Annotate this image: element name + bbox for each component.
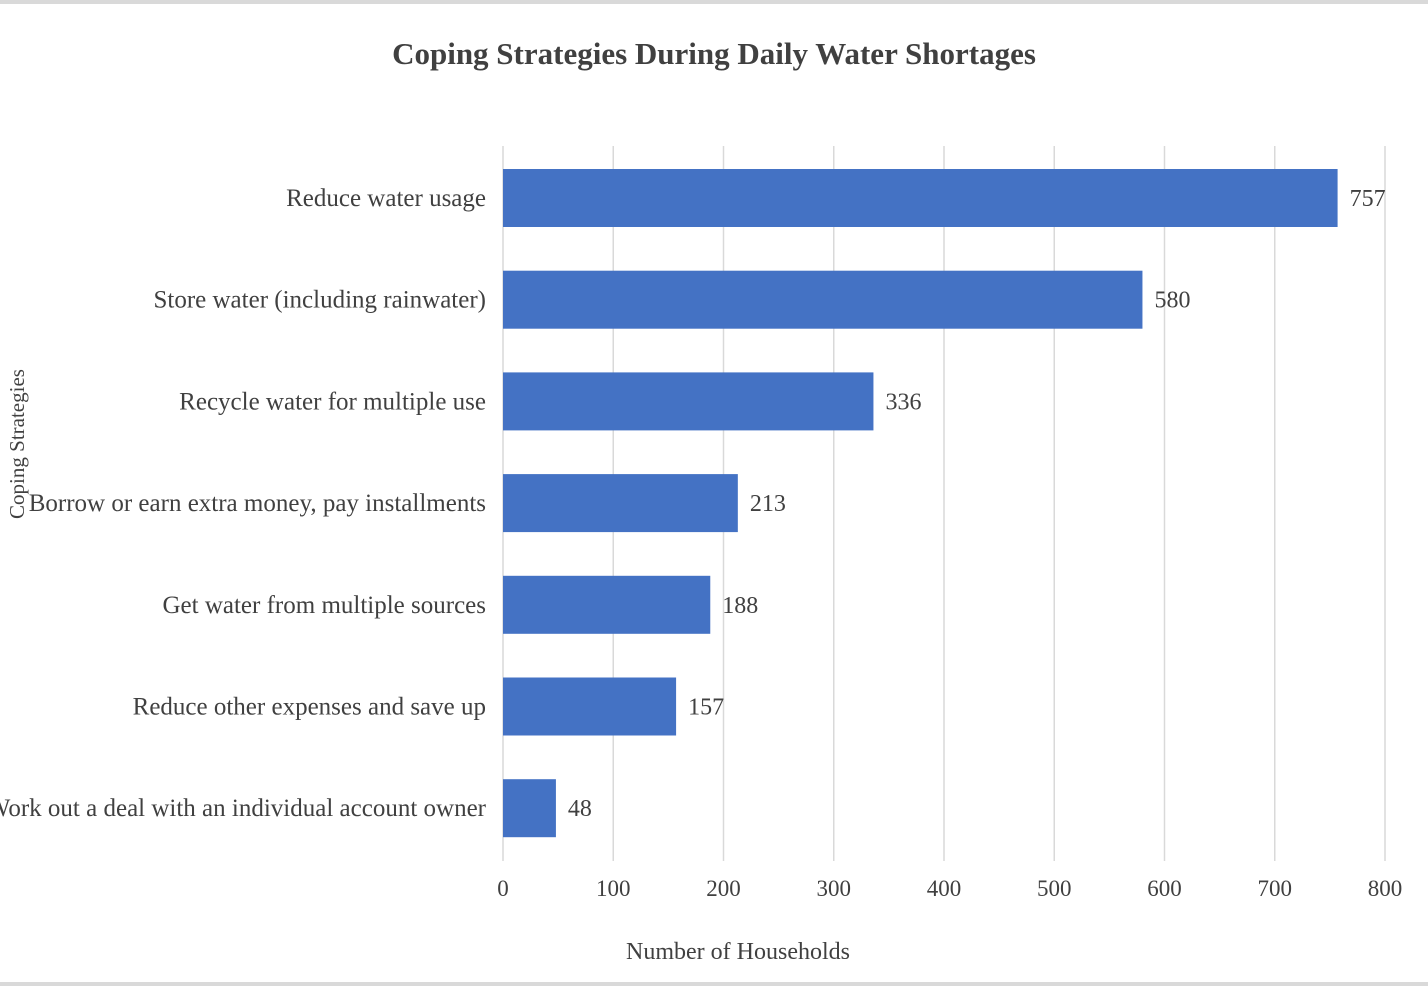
bar-chart: Coping Strategies During Daily Water Sho… <box>0 36 1402 965</box>
chart-title: Coping Strategies During Daily Water Sho… <box>392 36 1036 71</box>
category-label: Recycle water for multiple use <box>179 388 486 415</box>
category-label: Reduce water usage <box>286 185 486 212</box>
x-tick-label: 200 <box>706 876 741 901</box>
gridlines <box>502 146 1386 861</box>
x-axis-label: Number of Households <box>626 939 850 965</box>
x-tick-label: 100 <box>596 876 631 901</box>
data-label: 213 <box>750 491 786 517</box>
category-label: Reduce other expenses and save up <box>133 694 486 721</box>
category-label: Get water from multiple sources <box>162 592 486 619</box>
x-tick-label: 300 <box>817 876 852 901</box>
data-label: 336 <box>885 389 921 415</box>
x-tick-label: 600 <box>1147 876 1182 901</box>
bars <box>503 169 1338 838</box>
category-label: Store water (including rainwater) <box>153 287 486 314</box>
data-label: 580 <box>1154 288 1190 314</box>
category-labels: Reduce water usage Store water (including… <box>0 185 487 822</box>
y-axis-label: Coping Strategies <box>5 369 29 519</box>
bar <box>503 169 1338 227</box>
category-label: Work out a deal with an individual accou… <box>0 795 487 822</box>
x-tick-label: 400 <box>927 876 962 901</box>
bar <box>503 372 874 431</box>
bar <box>503 677 677 736</box>
x-tick-label: 500 <box>1037 876 1072 901</box>
x-tick-label: 0 <box>497 876 509 901</box>
data-label: 48 <box>568 796 592 822</box>
x-tick-label: 700 <box>1258 876 1293 901</box>
bar <box>503 474 738 533</box>
bar <box>503 779 556 838</box>
bar <box>503 575 711 634</box>
x-tick-label: 800 <box>1368 876 1403 901</box>
data-label: 188 <box>722 593 758 619</box>
bar <box>503 270 1143 329</box>
data-label: 157 <box>688 695 724 721</box>
x-tick-labels: 0 100 200 300 400 500 600 700 800 <box>497 876 1402 901</box>
data-labels: 757 580 336 213 188 157 48 <box>568 186 1386 822</box>
category-label: Borrow or earn extra money, pay installm… <box>29 490 486 517</box>
data-label: 757 <box>1350 186 1386 212</box>
